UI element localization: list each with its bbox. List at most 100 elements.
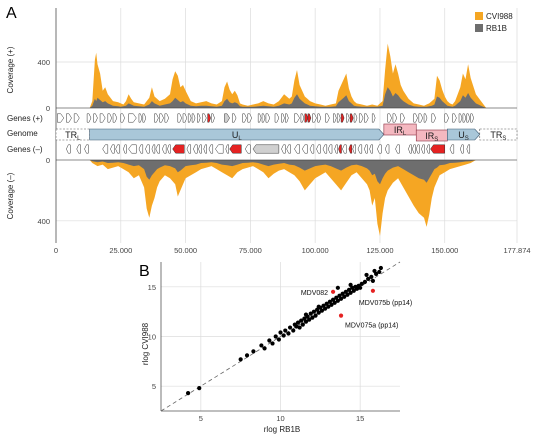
scatter-point	[238, 357, 243, 362]
gene-minus	[145, 144, 150, 154]
gene-minus	[128, 144, 137, 154]
gene-plus	[187, 113, 192, 123]
gene-minus	[421, 144, 425, 154]
gene-minus	[151, 144, 156, 154]
genome-region-unique	[89, 128, 385, 141]
scatter-point	[378, 265, 383, 271]
scatter-point	[311, 309, 317, 314]
scatter-xlabel: rlog RB1B	[264, 425, 300, 434]
gene-minus	[426, 144, 430, 154]
x-tick-label: 25.000	[109, 246, 132, 255]
bottom-y-tick-label: 400	[37, 217, 50, 226]
gene-minus	[186, 144, 192, 154]
series-rb1b-minus	[56, 160, 517, 185]
gene-plus	[247, 113, 252, 123]
gene-plus	[159, 113, 164, 123]
bottom-y-tick-label: 0	[46, 156, 50, 165]
gene-plus	[128, 113, 137, 123]
gene-plus	[466, 113, 471, 123]
gene-minus	[198, 144, 202, 154]
series-cvi988-plus	[56, 43, 517, 108]
gene-minus	[161, 144, 167, 154]
top-y-tick-label: 0	[46, 104, 50, 113]
scatter-point	[267, 338, 272, 343]
scatter-point	[300, 322, 305, 327]
gene-minus	[215, 144, 224, 154]
gene-minus	[301, 144, 308, 154]
gene-plus	[300, 113, 305, 123]
scatter-point	[303, 312, 309, 317]
scatter-point	[278, 330, 283, 335]
scatter-point	[244, 353, 250, 358]
highlight-point-label: MDV082	[301, 290, 328, 297]
gene-plus	[340, 113, 345, 123]
scatter-point	[197, 386, 202, 391]
gene-minus	[377, 144, 382, 154]
gene-minus	[384, 144, 390, 154]
gene-plus	[336, 113, 341, 123]
gene-minus	[294, 144, 300, 154]
scatter-point	[283, 328, 288, 333]
gene-minus	[412, 144, 416, 154]
scatter-x-tick-label: 15	[356, 414, 364, 423]
scatter-point	[276, 337, 282, 342]
gene-minus	[84, 144, 89, 154]
x-tick-label: 100.000	[302, 246, 329, 255]
gene-plus	[142, 113, 147, 123]
scatter-point	[319, 308, 325, 313]
gene-plus	[196, 113, 201, 123]
gene-plus	[413, 113, 418, 123]
gene-plus	[242, 113, 247, 123]
scatter-point	[299, 318, 304, 323]
gene-minus	[138, 144, 144, 154]
scatter-point	[348, 282, 353, 287]
scatter-plot: 5 10 15 5 10 15 MDV082 MDV075b (pp14) MDV075a (p…	[148, 261, 412, 423]
gene-plus	[138, 113, 143, 123]
gene-minus	[286, 144, 291, 154]
gene-minus	[327, 144, 333, 154]
scatter-point	[259, 343, 264, 348]
gene-plus	[358, 113, 364, 123]
gene-plus	[346, 113, 350, 123]
legend-label: CVI988	[486, 12, 513, 21]
scatter-point	[287, 325, 293, 330]
gene-plus	[231, 113, 237, 123]
genes-minus-row-label: Genes (–)	[7, 145, 43, 154]
gene-plus	[312, 113, 317, 123]
scatter-point	[358, 285, 363, 290]
legend: CVI988 RB1B	[475, 12, 513, 33]
scatter-x-tick-label: 5	[199, 414, 203, 423]
scatter-point	[308, 311, 313, 316]
gene-minus	[348, 144, 353, 154]
scatter-point	[185, 391, 191, 396]
gene-minus	[110, 144, 115, 154]
gene-plus	[274, 113, 280, 123]
scatter-point	[273, 334, 278, 339]
scatter-point	[294, 324, 299, 329]
gene-minus	[155, 144, 160, 154]
gene-plus	[418, 113, 424, 123]
gene-plus	[164, 113, 170, 123]
gene-plus	[211, 113, 215, 123]
scatter-point	[295, 320, 301, 325]
gene-plus	[120, 113, 125, 123]
scatter-point	[316, 310, 321, 315]
gene-minus	[460, 144, 464, 154]
x-tick-label: 50.000	[174, 246, 197, 255]
gene-plus	[207, 113, 211, 123]
gene-plus	[154, 113, 159, 123]
gene-plus	[400, 113, 405, 123]
scatter-point	[364, 272, 369, 278]
scatter-point	[372, 268, 377, 274]
scatter-point	[338, 296, 344, 301]
gene-minus	[115, 144, 120, 154]
gene-minus	[395, 144, 400, 154]
scatter-point	[281, 333, 286, 338]
gene-plus	[112, 113, 118, 123]
gene-tracks	[57, 113, 474, 154]
gene-plus	[107, 113, 112, 123]
panel-b-label: B	[139, 263, 150, 280]
genome-region-unique	[447, 128, 481, 141]
gene-plus	[57, 113, 65, 123]
